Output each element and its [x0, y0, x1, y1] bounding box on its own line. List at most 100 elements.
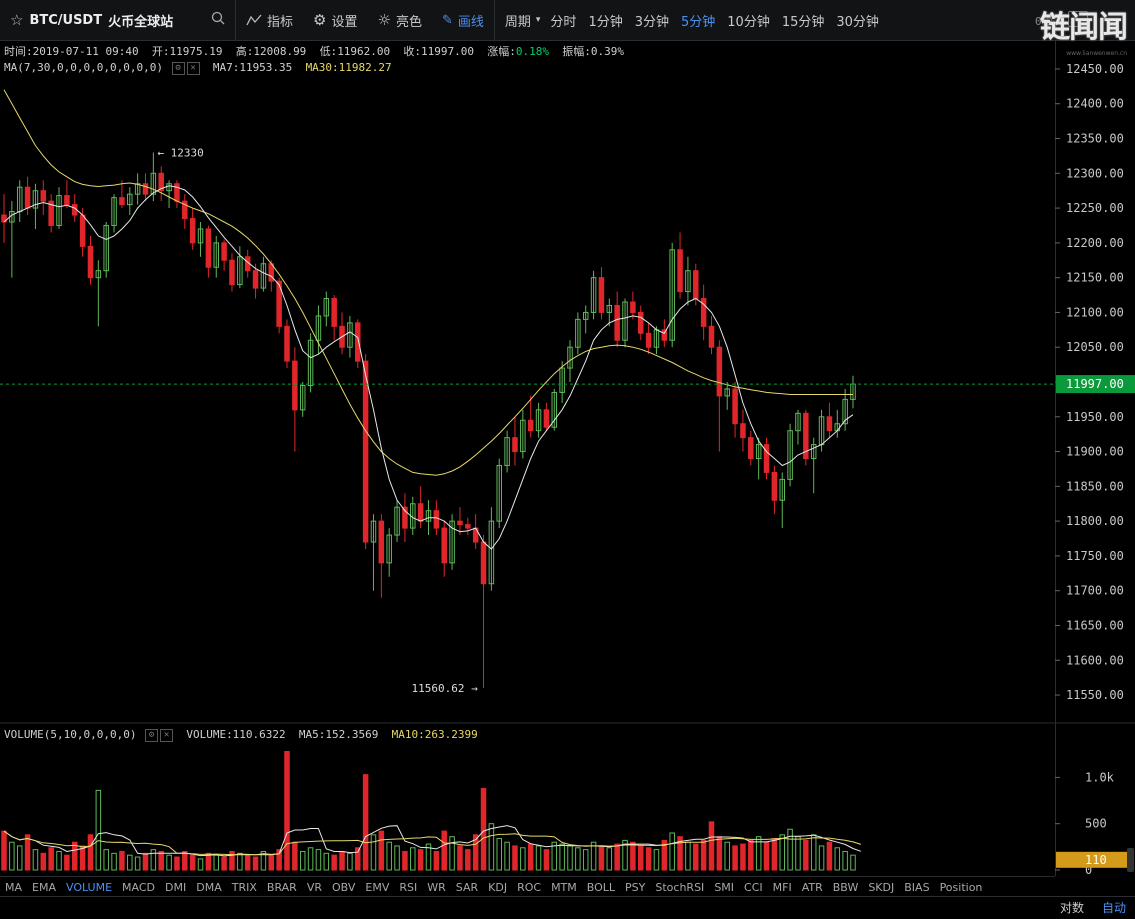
close-value: 11997.00 [421, 45, 475, 58]
volume-bar [87, 834, 94, 871]
search-icon[interactable] [211, 11, 225, 29]
candle-body [669, 249, 675, 341]
indicator-tab-kdj[interactable]: KDJ [488, 880, 508, 894]
auto-scale-button[interactable]: 自动 [1102, 901, 1127, 915]
candle-body [575, 318, 581, 348]
candle-body [197, 228, 204, 244]
candle-body [480, 541, 487, 585]
indicator-tab-volume[interactable]: VOLUME [65, 880, 113, 894]
price-tick-label: 12100.00 [1066, 305, 1124, 319]
change-label: 涨幅: [487, 45, 516, 58]
volume-bar [606, 847, 613, 871]
indicator-tab-trix[interactable]: TRIX [231, 880, 257, 894]
indicator-tab-dmi[interactable]: DMI [165, 880, 187, 894]
indicator-tab-wr[interactable]: WR [427, 880, 446, 894]
time-label: 时间: [4, 45, 33, 58]
candle-body [527, 419, 534, 432]
period-option-1[interactable]: 1分钟 [588, 14, 623, 30]
ma-settings-icon[interactable]: ⚙ [171, 61, 185, 75]
indicator-tab-ma[interactable]: MA [5, 880, 23, 894]
symbol-selector[interactable]: ☆ BTC/USDT 火币全球站 [0, 0, 236, 40]
indicator-tab-boll[interactable]: BOLL [586, 880, 616, 894]
candle-body [826, 416, 833, 432]
indicator-tab-mtm[interactable]: MTM [551, 880, 577, 894]
period-dropdown[interactable]: 周期 ▾ [495, 0, 545, 40]
candle-body [488, 520, 495, 585]
draw-button[interactable]: ✎ 画线 [432, 0, 494, 40]
period-option-6[interactable]: 30分钟 [836, 14, 879, 30]
period-option-4[interactable]: 10分钟 [727, 14, 770, 30]
volume-bar [763, 841, 770, 871]
indicator-tab-mfi[interactable]: MFI [772, 880, 792, 894]
price-tick-label: 11550.00 [1066, 688, 1124, 702]
settings-button[interactable]: ⚙ 设置 [303, 0, 367, 40]
volume-bar [677, 836, 683, 871]
volume-bar [378, 830, 385, 871]
theme-button[interactable]: ☼ 亮色 [367, 0, 431, 40]
volume-bar [700, 839, 707, 871]
candle-body [716, 346, 723, 397]
camera-icon[interactable] [1068, 11, 1088, 27]
volume-bar [174, 856, 180, 871]
indicator-tab-smi[interactable]: SMI [714, 880, 735, 894]
indicator-tab-psy[interactable]: PSY [625, 880, 646, 894]
vol-close-icon[interactable]: ✕ [160, 728, 174, 742]
candle-body [142, 183, 149, 195]
indicator-tab-macd[interactable]: MACD [122, 880, 156, 894]
indicator-tab-dma[interactable]: DMA [196, 880, 222, 894]
indicator-tab-bias[interactable]: BIAS [904, 880, 930, 894]
period-option-0[interactable]: 分时 [550, 14, 577, 30]
indicators-button[interactable]: 指标 [236, 0, 303, 40]
volume-bar [95, 789, 102, 871]
candle-body [763, 444, 770, 473]
candle-body [362, 360, 369, 543]
volume-bar [339, 850, 345, 871]
candle-body [685, 270, 691, 293]
vol-settings-icon[interactable]: ⚙ [145, 728, 159, 742]
kline-chart[interactable]: 11550.00 11600.00 11650.00 11700.00 11750.00… [0, 40, 1135, 876]
volume-bar [567, 845, 573, 871]
price-tick-label: 12150.00 [1066, 271, 1124, 285]
indicator-tab-roc[interactable]: ROC [517, 880, 542, 894]
indicator-tab-atr[interactable]: ATR [801, 880, 823, 894]
period-option-3[interactable]: 5分钟 [681, 14, 716, 30]
volume-ma5-line [3, 825, 862, 857]
volume-bar [685, 841, 691, 871]
candle-body [425, 510, 432, 522]
star-icon[interactable]: ☆ [10, 11, 24, 29]
indicator-tab-vr[interactable]: VR [306, 880, 322, 894]
indicator-tab-position[interactable]: Position [939, 880, 983, 894]
ma-close-icon[interactable]: ✕ [186, 61, 200, 75]
indicator-tab-cci[interactable]: CCI [744, 880, 763, 894]
candle-body [32, 190, 39, 209]
candle-body [221, 242, 227, 261]
candle-body [590, 277, 597, 313]
indicator-tab-bbw[interactable]: BBW [832, 880, 859, 894]
candle-body [724, 388, 730, 397]
indicator-tab-stochrsi[interactable]: StochRSI [655, 880, 705, 894]
volume-bar [693, 843, 699, 871]
volume-bar [394, 845, 400, 871]
volume-bar [150, 849, 157, 871]
indicator-tab-brar[interactable]: BRAR [266, 880, 297, 894]
indicator-tab-rsi[interactable]: RSI [399, 880, 418, 894]
candle-body [693, 270, 699, 300]
indicator-tab-ema[interactable]: EMA [32, 880, 56, 894]
volume-bar [520, 847, 526, 871]
volume-bar [771, 838, 778, 871]
indicator-tab-sar[interactable]: SAR [455, 880, 479, 894]
log-scale-button[interactable]: 对数 [1060, 901, 1085, 915]
indicator-tab-obv[interactable]: OBV [332, 880, 356, 894]
indicators-label: 指标 [267, 14, 294, 30]
period-option-5[interactable]: 15分钟 [781, 14, 825, 30]
volume-ma10-line [3, 830, 862, 856]
volume-bar [103, 849, 109, 871]
indicator-tab-emv[interactable]: EMV [365, 880, 390, 894]
volume-bar [189, 854, 196, 871]
candle-body [598, 277, 605, 313]
period-option-2[interactable]: 3分钟 [634, 14, 669, 30]
candle-body [378, 520, 385, 564]
volume-info: VOLUME(5,10,0,0,0,0) ⚙ ✕ VOLUME:110.6322 … [4, 728, 478, 742]
volume-bar [111, 852, 117, 871]
indicator-tab-skdj[interactable]: SKDJ [868, 880, 895, 894]
